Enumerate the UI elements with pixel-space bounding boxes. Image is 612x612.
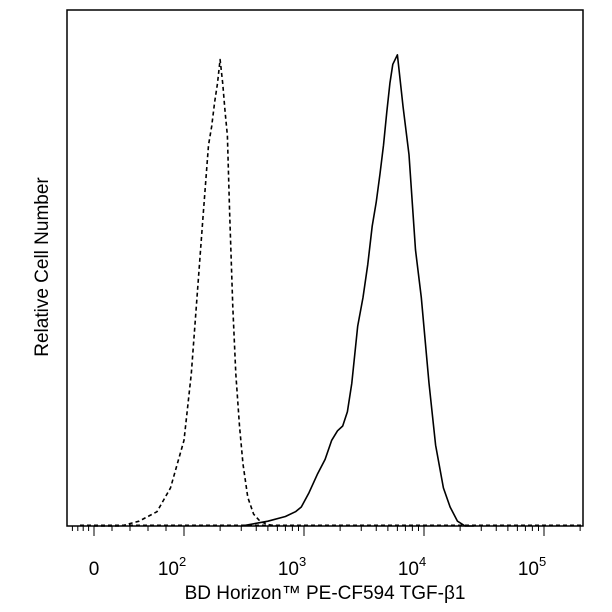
x-axis-ticks	[71, 526, 581, 536]
x-tick-label: 105	[518, 554, 546, 580]
series-layer	[80, 54, 583, 527]
x-axis-tick-labels: 0 102 103 104 105	[89, 554, 546, 580]
series-line-solid	[241, 54, 474, 527]
x-tick-label: 103	[278, 554, 306, 580]
x-axis-label: BD Horizon™ PE-CF594 TGF-β1	[185, 583, 466, 604]
x-tick-label: 102	[158, 554, 186, 580]
plot-frame	[66, 9, 584, 527]
series-line-dashed	[94, 58, 278, 527]
y-axis-label: Relative Cell Number	[32, 177, 53, 357]
x-tick-label: 0	[89, 559, 100, 580]
x-tick-label: 104	[398, 554, 426, 580]
